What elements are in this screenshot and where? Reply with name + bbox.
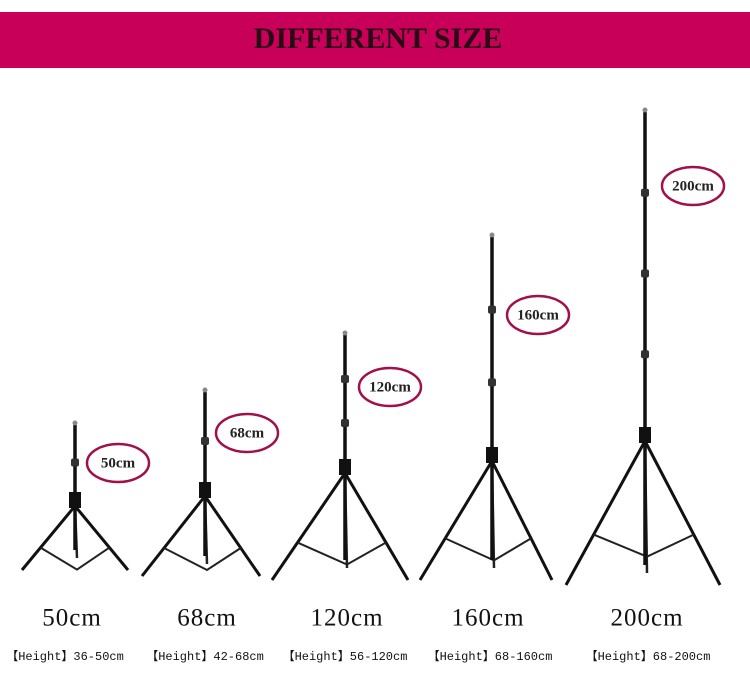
tripod-brace xyxy=(444,537,532,562)
size-badge xyxy=(85,442,151,484)
height-range: 【Height】68-200cm xyxy=(586,649,711,664)
tripod-hub xyxy=(639,427,651,443)
height-range: 【Height】56-120cm xyxy=(283,649,408,664)
tripod-leg xyxy=(564,440,647,586)
size-badge xyxy=(214,412,280,454)
pole-lock xyxy=(641,188,649,197)
tripod-leg xyxy=(203,495,262,577)
pole-tip xyxy=(489,232,495,238)
tripod-brace xyxy=(163,547,242,572)
badge-label: 200cm xyxy=(672,178,714,194)
badge-label: 160cm xyxy=(517,307,559,323)
tripod-leg xyxy=(270,472,347,581)
size-label: 120cm xyxy=(310,605,383,632)
height-range: 【Height】36-50cm xyxy=(6,649,124,664)
pole-lock xyxy=(201,437,209,445)
title-banner xyxy=(0,12,750,68)
height-range: 【Height】68-160cm xyxy=(428,649,553,664)
pole-lock xyxy=(641,350,649,359)
size-badge xyxy=(357,366,423,408)
pole-lock xyxy=(71,458,79,467)
tripod-leg xyxy=(418,460,494,581)
tripod-brace xyxy=(297,541,387,566)
pole-tip xyxy=(202,387,208,393)
title: DIFFERENT SIZE xyxy=(254,22,503,55)
size-label: 68cm xyxy=(177,605,237,632)
badge-label: 120cm xyxy=(369,379,411,395)
tripod-hub xyxy=(339,459,351,475)
badge-label: 50cm xyxy=(101,455,136,471)
pole-tip xyxy=(642,107,648,113)
height-range: 【Height】42-68cm xyxy=(146,649,264,664)
tripod-brace xyxy=(593,533,695,558)
tripod-leg xyxy=(140,495,207,577)
tripod-leg xyxy=(20,505,77,571)
tripod-brace xyxy=(40,546,111,571)
size-label: 200cm xyxy=(610,605,683,632)
pole-tip xyxy=(342,330,348,336)
badge-label: 68cm xyxy=(230,425,265,441)
tripod-leg xyxy=(490,460,554,581)
pole-lock xyxy=(341,375,349,383)
pole-lock xyxy=(641,269,649,278)
tripod-hub xyxy=(486,447,498,463)
pole-lock xyxy=(488,305,496,314)
pole-tip xyxy=(72,420,78,426)
size-label: 50cm xyxy=(42,605,102,632)
pole-lock xyxy=(488,378,496,387)
tripod-hub xyxy=(69,492,81,508)
tripod-leg xyxy=(343,472,410,581)
size-label: 160cm xyxy=(451,605,524,632)
tripod-leg xyxy=(643,440,722,586)
size-badge xyxy=(660,165,726,207)
size-badge xyxy=(505,294,571,336)
tripod-leg xyxy=(73,505,130,571)
tripod-hub xyxy=(199,482,211,498)
pole-lock xyxy=(341,419,349,427)
